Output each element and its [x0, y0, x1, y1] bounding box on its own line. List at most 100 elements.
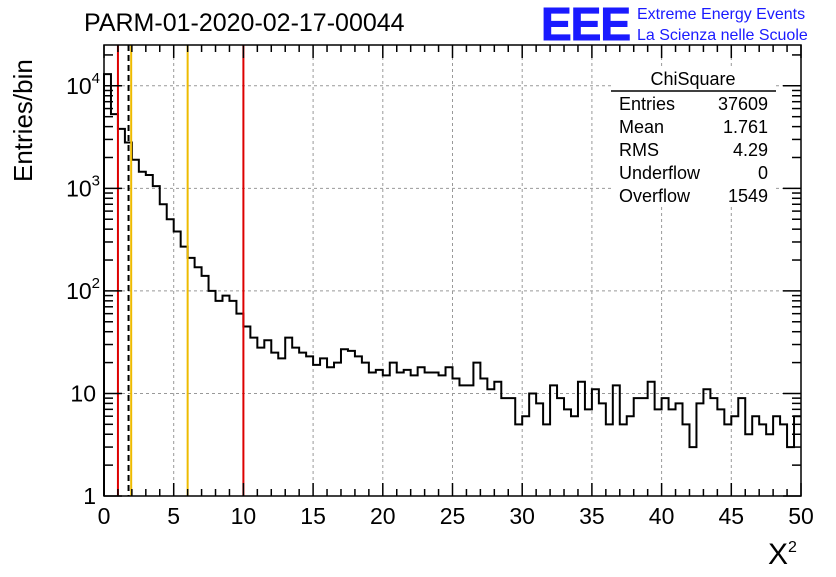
histogram-bin	[585, 409, 592, 496]
histogram-bin	[376, 370, 383, 496]
histogram-bin	[174, 231, 181, 496]
histogram-bin	[348, 351, 355, 496]
stats-row-label: Entries	[619, 94, 675, 114]
histogram-bin	[773, 416, 780, 496]
y-tick-exp: 3	[92, 172, 100, 189]
histogram-bin	[578, 382, 585, 496]
histogram-bin	[787, 447, 794, 496]
histogram-bin	[606, 424, 613, 496]
histogram-bin	[459, 385, 466, 496]
grid	[104, 45, 801, 496]
histogram-bin	[243, 326, 250, 496]
x-tick-label: 40	[649, 503, 675, 529]
histogram-bin	[209, 291, 216, 496]
cut-lines	[116, 45, 245, 496]
stats-row-value: 1.761	[723, 117, 768, 137]
histogram-bin	[425, 373, 432, 496]
histogram-bin	[745, 434, 752, 496]
histogram-bin	[432, 373, 439, 496]
histogram-bin	[362, 363, 369, 496]
stats-rows: Entries 37609 Mean 1.761 RMS 4.29 Underflow 0 Ov…	[619, 94, 768, 206]
histogram-bin	[717, 409, 724, 496]
histogram-bin	[404, 370, 411, 496]
histogram-bin	[543, 424, 550, 496]
stats-row-label: RMS	[619, 140, 659, 160]
x-tick-label: 5	[167, 503, 180, 529]
histogram-bin	[710, 398, 717, 496]
logo-line-2: La Scienza nelle Scuole	[637, 27, 808, 44]
x-tick-label: 25	[440, 503, 466, 529]
stats-row-label: Overflow	[619, 186, 691, 206]
stats-row-value: 0	[758, 163, 768, 183]
histogram-bin	[536, 403, 543, 496]
histogram-bin	[195, 267, 202, 496]
histogram-bin	[341, 349, 348, 496]
y-tick-label: 104	[66, 70, 100, 99]
histogram-bin	[390, 363, 397, 496]
histogram-bin	[683, 424, 690, 496]
histogram-bin	[229, 301, 236, 496]
histogram-bin	[264, 340, 271, 496]
logo-line-1: Extreme Energy Events	[637, 6, 805, 23]
histogram-bin	[411, 375, 418, 496]
y-tick-base: 10	[66, 278, 92, 304]
stats-box-title: ChiSquare	[650, 69, 735, 89]
histogram-bin	[634, 398, 641, 496]
histogram-bin	[550, 385, 557, 496]
stats-row-value: 4.29	[733, 140, 768, 160]
y-tick-label: 103	[66, 172, 100, 201]
histogram-bin	[564, 409, 571, 496]
histogram-bin	[111, 114, 118, 496]
histogram-outline	[103, 73, 801, 496]
stats-row-label: Mean	[619, 117, 664, 137]
histogram-bin	[794, 416, 801, 496]
y-tick-base: 10	[66, 73, 92, 99]
histogram-bin	[466, 385, 473, 496]
histogram-bin	[285, 338, 292, 496]
histogram-bin	[236, 314, 243, 496]
histogram-bin	[453, 378, 460, 496]
x-axis-label: X2	[768, 538, 797, 571]
x-tick-label: 50	[788, 503, 814, 529]
y-tick-label: 102	[66, 275, 100, 304]
histogram-bin	[508, 398, 515, 496]
histogram-bin	[139, 172, 146, 496]
y-tick-base: 10	[70, 380, 96, 406]
histogram-bin	[397, 373, 404, 496]
x-tick-label: 30	[509, 503, 535, 529]
run-title: PARM-01-2020-02-17-00044	[84, 9, 405, 37]
histogram-bin	[160, 204, 167, 496]
histogram-bin	[132, 160, 139, 496]
histogram-bin	[662, 398, 669, 496]
histogram-bin	[222, 296, 229, 496]
histogram-bin	[257, 348, 264, 496]
x-tick-label: 0	[98, 503, 111, 529]
histogram-bin	[188, 258, 195, 496]
histogram-bin	[620, 424, 627, 496]
histogram-bin	[669, 409, 676, 496]
y-tick-base: 10	[66, 175, 92, 201]
y-tick-exp: 4	[92, 70, 100, 87]
histogram-bin	[655, 409, 662, 496]
histogram-bin	[278, 358, 285, 496]
histogram-bin	[167, 219, 174, 496]
histogram-bin	[752, 416, 759, 496]
histogram-bin	[738, 398, 745, 496]
histogram-bin	[529, 393, 536, 496]
histogram-bin	[599, 403, 606, 496]
histogram-bin	[487, 389, 494, 496]
histogram-bin	[557, 398, 564, 496]
histogram-bin	[153, 186, 160, 496]
histogram-bin	[104, 74, 111, 496]
histogram-bin	[627, 416, 634, 496]
histogram-series	[103, 73, 801, 496]
histogram-bin	[571, 416, 578, 496]
histogram-bin	[731, 416, 738, 496]
stats-box-bg	[611, 66, 776, 206]
histogram-bin	[250, 338, 257, 496]
stats-row-value: 37609	[718, 94, 768, 114]
stats-row-label: Underflow	[619, 163, 701, 183]
